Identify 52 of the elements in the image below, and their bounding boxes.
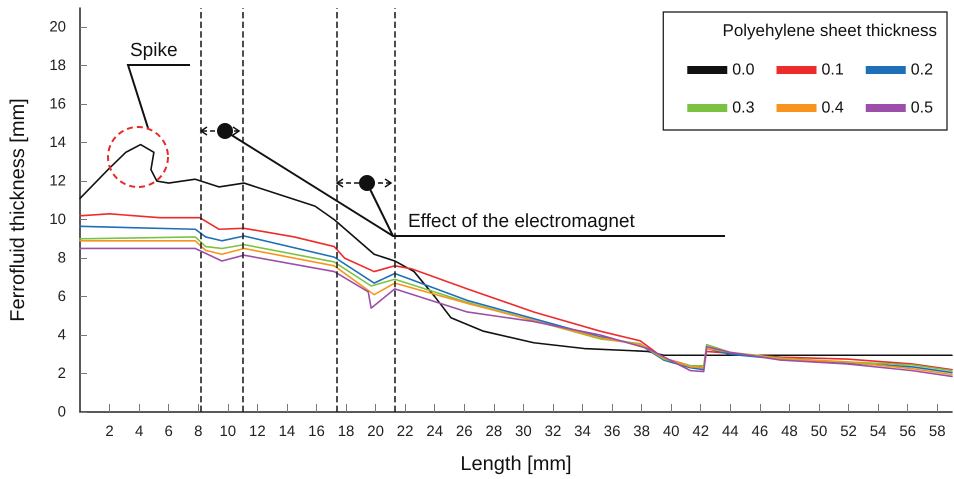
x-tick-label: 56 (899, 423, 916, 440)
x-tick-label: 28 (485, 423, 502, 440)
y-tick-label: 10 (49, 211, 66, 228)
x-tick-label: 2 (105, 423, 114, 440)
x-tick-label: 26 (456, 423, 473, 440)
x-tick-label: 40 (662, 423, 680, 440)
x-tick-label: 10 (219, 423, 236, 440)
x-tick-label: 58 (928, 423, 946, 440)
x-tick-label: 32 (544, 423, 562, 440)
x-tick-label: 12 (249, 423, 266, 440)
annotation: Effect of the electromagnet (408, 211, 636, 232)
x-tick-label: 48 (781, 423, 798, 440)
x-tick-label: 6 (164, 423, 173, 440)
x-tick-label: 54 (870, 423, 886, 440)
legend-label: 0.2 (910, 62, 934, 78)
x-tick-label: 8 (194, 423, 202, 440)
y-tick-label: 0 (58, 404, 66, 420)
legend-label: 0.1 (822, 62, 844, 78)
x-tick-label: 52 (840, 423, 857, 440)
y-tick-label: 2 (58, 365, 66, 382)
x-tick-label: 46 (752, 423, 768, 440)
legend-label: 0.4 (822, 100, 844, 116)
y-tick-label: 20 (49, 18, 66, 36)
annotation: Spike (130, 40, 178, 61)
legend-title: Polyehylene sheet thickness (722, 21, 938, 40)
x-tick-label: 44 (722, 423, 739, 440)
x-tick-label: 4 (134, 423, 144, 440)
y-tick-label: 8 (58, 250, 66, 267)
x-tick-label: 38 (633, 423, 650, 440)
y-tick-label: 6 (58, 288, 66, 306)
y-tick-label: 4 (58, 326, 66, 344)
x-tick-label: 30 (515, 423, 532, 440)
x-tick-label: 36 (604, 423, 620, 440)
y-tick-label: 18 (49, 57, 66, 74)
x-tick-label: 20 (367, 423, 384, 440)
x-tick-label: 18 (338, 423, 354, 440)
legend-label: 0.5 (910, 100, 934, 116)
legend-label: 0.3 (732, 100, 755, 116)
y-tick-label: 14 (49, 134, 66, 152)
y-axis-title: Ferrofluid thickness [mm] (7, 98, 29, 322)
x-axis-title: Length [mm] (460, 453, 572, 475)
x-tick-label: 34 (574, 423, 591, 440)
x-tick-label: 50 (810, 423, 828, 440)
x-tick-label: 16 (308, 423, 325, 440)
x-tick-label: 42 (692, 423, 710, 440)
x-tick-label: 22 (396, 423, 414, 440)
x-tick-label: 14 (278, 423, 296, 440)
x-tick-label: 24 (426, 423, 444, 440)
y-tick-label: 16 (49, 96, 66, 113)
line-series (79, 144, 953, 356)
legend-label: 0.0 (732, 62, 755, 78)
y-tick-label: 12 (49, 172, 66, 190)
